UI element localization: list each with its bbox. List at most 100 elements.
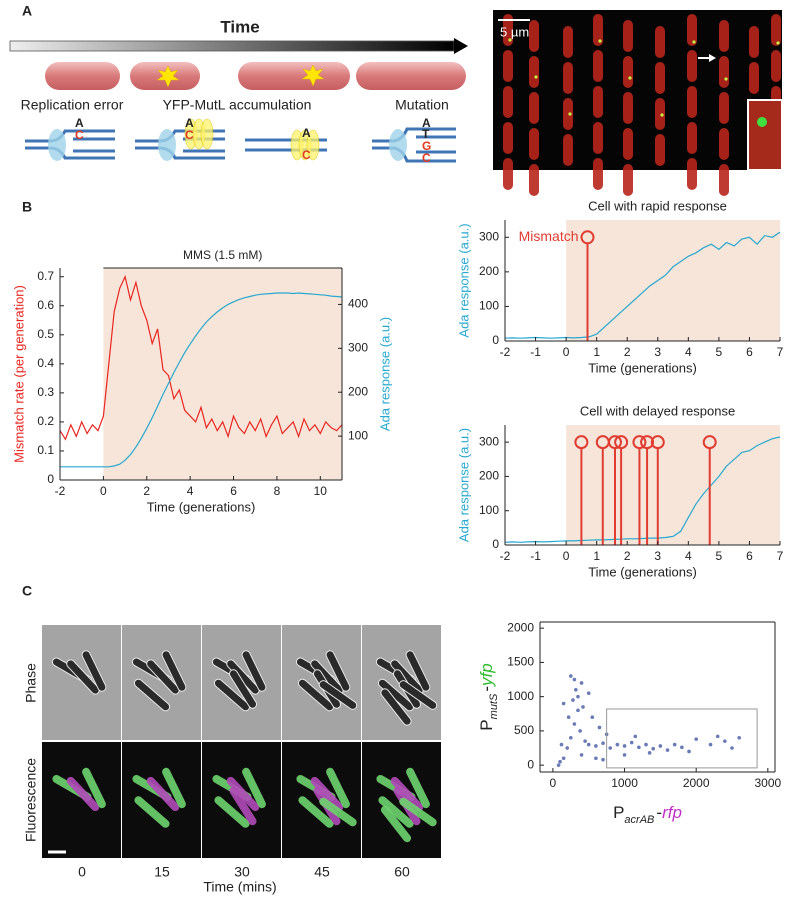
y-tick-label: 100	[479, 299, 499, 313]
data-point	[586, 742, 591, 747]
rod	[310, 776, 344, 812]
rod	[146, 776, 180, 812]
base: A	[75, 116, 84, 130]
x-tick-label: 2	[624, 345, 631, 359]
x-tick-label: 4	[685, 549, 692, 563]
cell	[563, 134, 573, 166]
data-point	[556, 763, 561, 767]
cell	[749, 26, 759, 58]
dna-fork: A C	[135, 116, 225, 161]
time-arrowhead	[454, 38, 468, 54]
data-point	[561, 701, 566, 706]
cell	[687, 50, 697, 82]
x-tick-label: 6	[746, 549, 753, 563]
y-tick-label: 0.6	[37, 298, 54, 312]
y-tick-label: 0	[47, 472, 54, 486]
cell	[719, 20, 729, 52]
y-tick-label: 0	[492, 537, 499, 551]
stage-label: Replication error	[21, 97, 124, 113]
base: A	[422, 116, 431, 130]
y-tick-label: 500	[514, 723, 534, 737]
rod	[378, 796, 414, 828]
cell	[687, 14, 697, 46]
data-line	[504, 436, 781, 543]
x-tick-label: 3000	[754, 776, 781, 790]
rod	[325, 650, 351, 692]
x-label: PacrAB -rfp	[613, 803, 682, 825]
rod	[66, 776, 100, 812]
panel-label: A	[22, 3, 32, 19]
cell	[655, 62, 665, 94]
x-tick-label: 0	[100, 484, 107, 498]
y-tick-label: 0.2	[37, 414, 54, 428]
cell	[529, 56, 539, 88]
rod	[380, 805, 412, 843]
data-point	[569, 735, 573, 740]
x-axis-label: Time (generations)	[588, 564, 697, 579]
y2-tick-label: 300	[348, 340, 368, 354]
y2-axis-label: Ada response (a.u.)	[377, 317, 392, 431]
x-tick-label: 6	[746, 345, 753, 359]
data-point	[578, 729, 582, 733]
dna-duplex: A C	[245, 126, 327, 162]
data-point	[608, 746, 613, 750]
data-point	[647, 751, 652, 755]
dna-fork: A C	[25, 116, 115, 161]
focus	[628, 76, 632, 80]
cell	[238, 62, 350, 90]
data-point	[565, 746, 570, 750]
data-point	[633, 734, 638, 739]
x-tick-label: -1	[530, 345, 541, 359]
focus	[598, 39, 602, 43]
time-axis-label: Time (mins)	[203, 879, 276, 895]
cell	[623, 20, 633, 52]
data-point	[569, 674, 573, 678]
data-point	[715, 734, 720, 739]
panel-label: C	[22, 583, 32, 599]
cell	[623, 56, 633, 88]
x-tick-label: -2	[55, 484, 66, 498]
treatment-region	[566, 220, 780, 341]
base: C	[302, 148, 311, 162]
panel-a-schematic: Time Replication error YFP-MutL accumula…	[9, 17, 468, 165]
time-label: 0	[78, 864, 86, 880]
rod	[405, 650, 431, 692]
inset-focus	[757, 117, 767, 127]
data-point	[586, 691, 591, 696]
y-tick-label: 0	[492, 333, 499, 347]
rod	[319, 797, 357, 827]
rod	[390, 776, 424, 812]
cell	[503, 50, 513, 82]
rod	[399, 797, 437, 827]
arrowhead	[709, 54, 716, 62]
data-point	[637, 745, 641, 750]
data-line	[59, 274, 343, 441]
y2-tick-label: 100	[348, 428, 368, 442]
label-part: -	[477, 686, 496, 692]
data-point	[572, 677, 577, 682]
cell	[45, 62, 120, 90]
data-point	[561, 756, 566, 761]
y-tick-label: 1000	[507, 689, 534, 703]
x-tick-label: 5	[716, 549, 723, 563]
chart-title: Cell with delayed response	[580, 403, 735, 418]
cell	[593, 86, 603, 118]
data-point	[583, 739, 587, 743]
cell	[563, 62, 573, 94]
x-tick-label: -2	[500, 345, 511, 359]
rod	[66, 659, 100, 695]
cell	[529, 20, 539, 52]
focus	[724, 77, 728, 81]
mismatch-marker	[574, 435, 589, 450]
cell	[593, 122, 603, 154]
data-point	[629, 740, 634, 745]
label-part: acrAB	[624, 814, 654, 826]
time-label: 30	[234, 864, 250, 880]
stage-label: YFP-MutL accumulation	[163, 97, 312, 113]
rod	[214, 796, 250, 828]
treatment-region	[566, 425, 780, 545]
treatment-region	[103, 268, 342, 480]
rod	[82, 767, 106, 809]
focus	[776, 41, 780, 45]
time-label: 45	[314, 864, 330, 880]
